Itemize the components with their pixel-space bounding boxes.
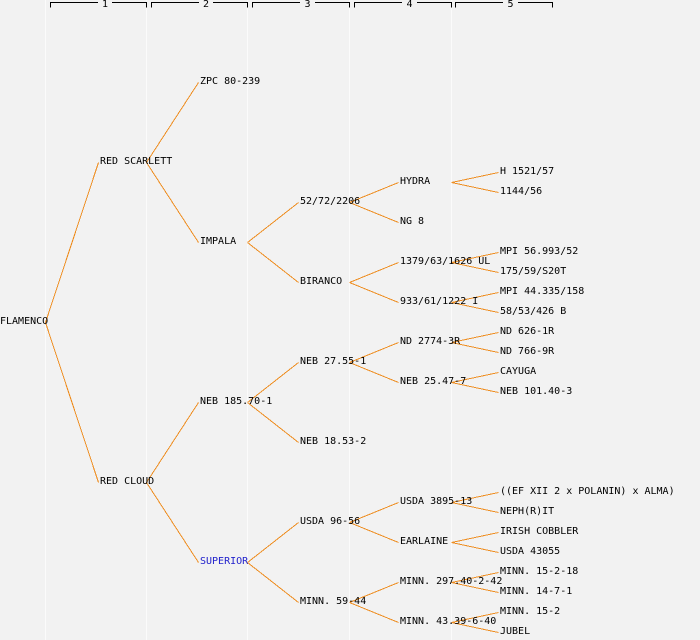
ruler-bracket — [252, 2, 350, 8]
tree-node-neb-101-40-3[interactable]: NEB 101.40-3 — [500, 386, 573, 397]
tree-node-earlaine[interactable]: EARLAINE — [400, 536, 449, 547]
pedigree-edge — [451, 382, 499, 393]
pedigree-edge — [146, 82, 199, 163]
pedigree-edge — [349, 202, 399, 223]
pedigree-edge — [146, 402, 199, 483]
tree-node-neb-185-70-1[interactable]: NEB 185.70-1 — [200, 396, 273, 407]
tree-node-zpc-80-239[interactable]: ZPC 80-239 — [200, 76, 261, 87]
ruler-bracket — [50, 2, 147, 8]
ruler-bracket — [354, 2, 452, 8]
pedigree-edge — [451, 612, 499, 623]
tree-node-red-cloud[interactable]: RED CLOUD — [100, 476, 155, 487]
tree-node-n58-53-426-b[interactable]: 58/53/426 B — [500, 306, 567, 317]
pedigree-edge — [451, 332, 499, 343]
pedigree-edge — [349, 362, 399, 383]
tree-node-nd-2774-3r[interactable]: ND 2774-3R — [400, 336, 461, 347]
tree-node-neb-18-53-2[interactable]: NEB 18.53-2 — [300, 436, 367, 447]
tree-node-minn-15-2-18[interactable]: MINN. 15-2-18 — [500, 566, 579, 577]
tree-node-usda-43055[interactable]: USDA 43055 — [500, 546, 561, 557]
tree-node-h-1521-57[interactable]: H 1521/57 — [500, 166, 555, 177]
pedigree-edge — [451, 572, 499, 583]
tree-node-ng-8[interactable]: NG 8 — [400, 216, 425, 227]
ruler-bracket — [455, 2, 553, 8]
pedigree-edge — [247, 202, 299, 243]
tree-node-usda-3895-13[interactable]: USDA 3895-13 — [400, 496, 473, 507]
pedigree-edge — [451, 302, 499, 313]
pedigree-edge — [45, 162, 99, 323]
tree-node-usda-96-56[interactable]: USDA 96-56 — [300, 516, 361, 527]
pedigree-edge — [451, 172, 499, 183]
tree-node-minn-59-44[interactable]: MINN. 59-44 — [300, 596, 367, 607]
tree-node-neb-25-47-7[interactable]: NEB 25.47-7 — [400, 376, 467, 387]
pedigree-edge — [451, 542, 499, 553]
pedigree-edge — [349, 282, 399, 303]
pedigree-edge — [451, 582, 499, 593]
pedigree-edge — [451, 182, 499, 193]
tree-node-mpi-44-335-158[interactable]: MPI 44.335/158 — [500, 286, 585, 297]
tree-node-nephrit[interactable]: NEPH(R)IT — [500, 506, 555, 517]
pedigree-edge — [146, 482, 199, 563]
pedigree-edge — [45, 322, 99, 483]
tree-node-superior[interactable]: SUPERIOR — [200, 556, 249, 567]
pedigree-edge — [247, 402, 299, 443]
pedigree-edge — [247, 362, 299, 403]
pedigree-edge — [451, 622, 499, 633]
tree-node-jubel[interactable]: JUBEL — [500, 626, 531, 637]
tree-node-n175-59-s20t[interactable]: 175/59/S20T — [500, 266, 567, 277]
tree-node-n933-61-1222-i[interactable]: 933/61/1222 I — [400, 296, 479, 307]
pedigree-edge — [349, 342, 399, 363]
tree-node-ef-xii-polanin-alma[interactable]: ((EF XII 2 x POLANIN) x ALMA) — [500, 486, 675, 497]
tree-node-hydra[interactable]: HYDRA — [400, 176, 431, 187]
tree-node-n1379-63-1626-ul[interactable]: 1379/63/1626 UL — [400, 256, 491, 267]
pedigree-edge — [349, 182, 399, 203]
pedigree-edge — [349, 582, 399, 603]
tree-node-minn-14-7-1[interactable]: MINN. 14-7-1 — [500, 586, 573, 597]
pedigree-edge — [451, 292, 499, 303]
pedigree-edge — [146, 162, 199, 243]
pedigree-edge — [247, 242, 299, 283]
pedigree-edge — [451, 532, 499, 543]
pedigree-edge — [349, 522, 399, 543]
tree-node-mpi-56-993-52[interactable]: MPI 56.993/52 — [500, 246, 579, 257]
pedigree-edge — [451, 502, 499, 513]
tree-node-cayuga[interactable]: CAYUGA — [500, 366, 537, 377]
pedigree-edge — [451, 342, 499, 353]
tree-node-nd-766-9r[interactable]: ND 766-9R — [500, 346, 555, 357]
pedigree-edge — [451, 262, 499, 273]
tree-node-minn-297-40-2-42[interactable]: MINN. 297.40-2-42 — [400, 576, 503, 587]
pedigree-edge — [247, 522, 299, 563]
tree-node-red-scarlett[interactable]: RED SCARLETT — [100, 156, 173, 167]
tree-node-nd-626-1r[interactable]: ND 626-1R — [500, 326, 555, 337]
tree-node-neb-27-55-1[interactable]: NEB 27.55-1 — [300, 356, 367, 367]
pedigree-edge — [451, 372, 499, 383]
tree-node-irish-cobbler[interactable]: IRISH COBBLER — [500, 526, 579, 537]
pedigree-edge — [451, 252, 499, 263]
tree-node-flamenco[interactable]: FLAMENCO — [0, 316, 49, 327]
tree-node-minn-15-2[interactable]: MINN. 15-2 — [500, 606, 561, 617]
pedigree-edge — [247, 562, 299, 603]
tree-node-n52-72-2206[interactable]: 52/72/2206 — [300, 196, 361, 207]
ruler-bracket — [151, 2, 248, 8]
pedigree-edge — [349, 502, 399, 523]
tree-node-n1144-56[interactable]: 1144/56 — [500, 186, 543, 197]
tree-node-impala[interactable]: IMPALA — [200, 236, 237, 247]
tree-node-minn-43-39-6-40[interactable]: MINN. 43.39-6-40 — [400, 616, 497, 627]
pedigree-edge — [349, 262, 399, 283]
tree-node-biranco[interactable]: BIRANCO — [300, 276, 343, 287]
pedigree-edge — [349, 602, 399, 623]
pedigree-edge — [451, 492, 499, 503]
